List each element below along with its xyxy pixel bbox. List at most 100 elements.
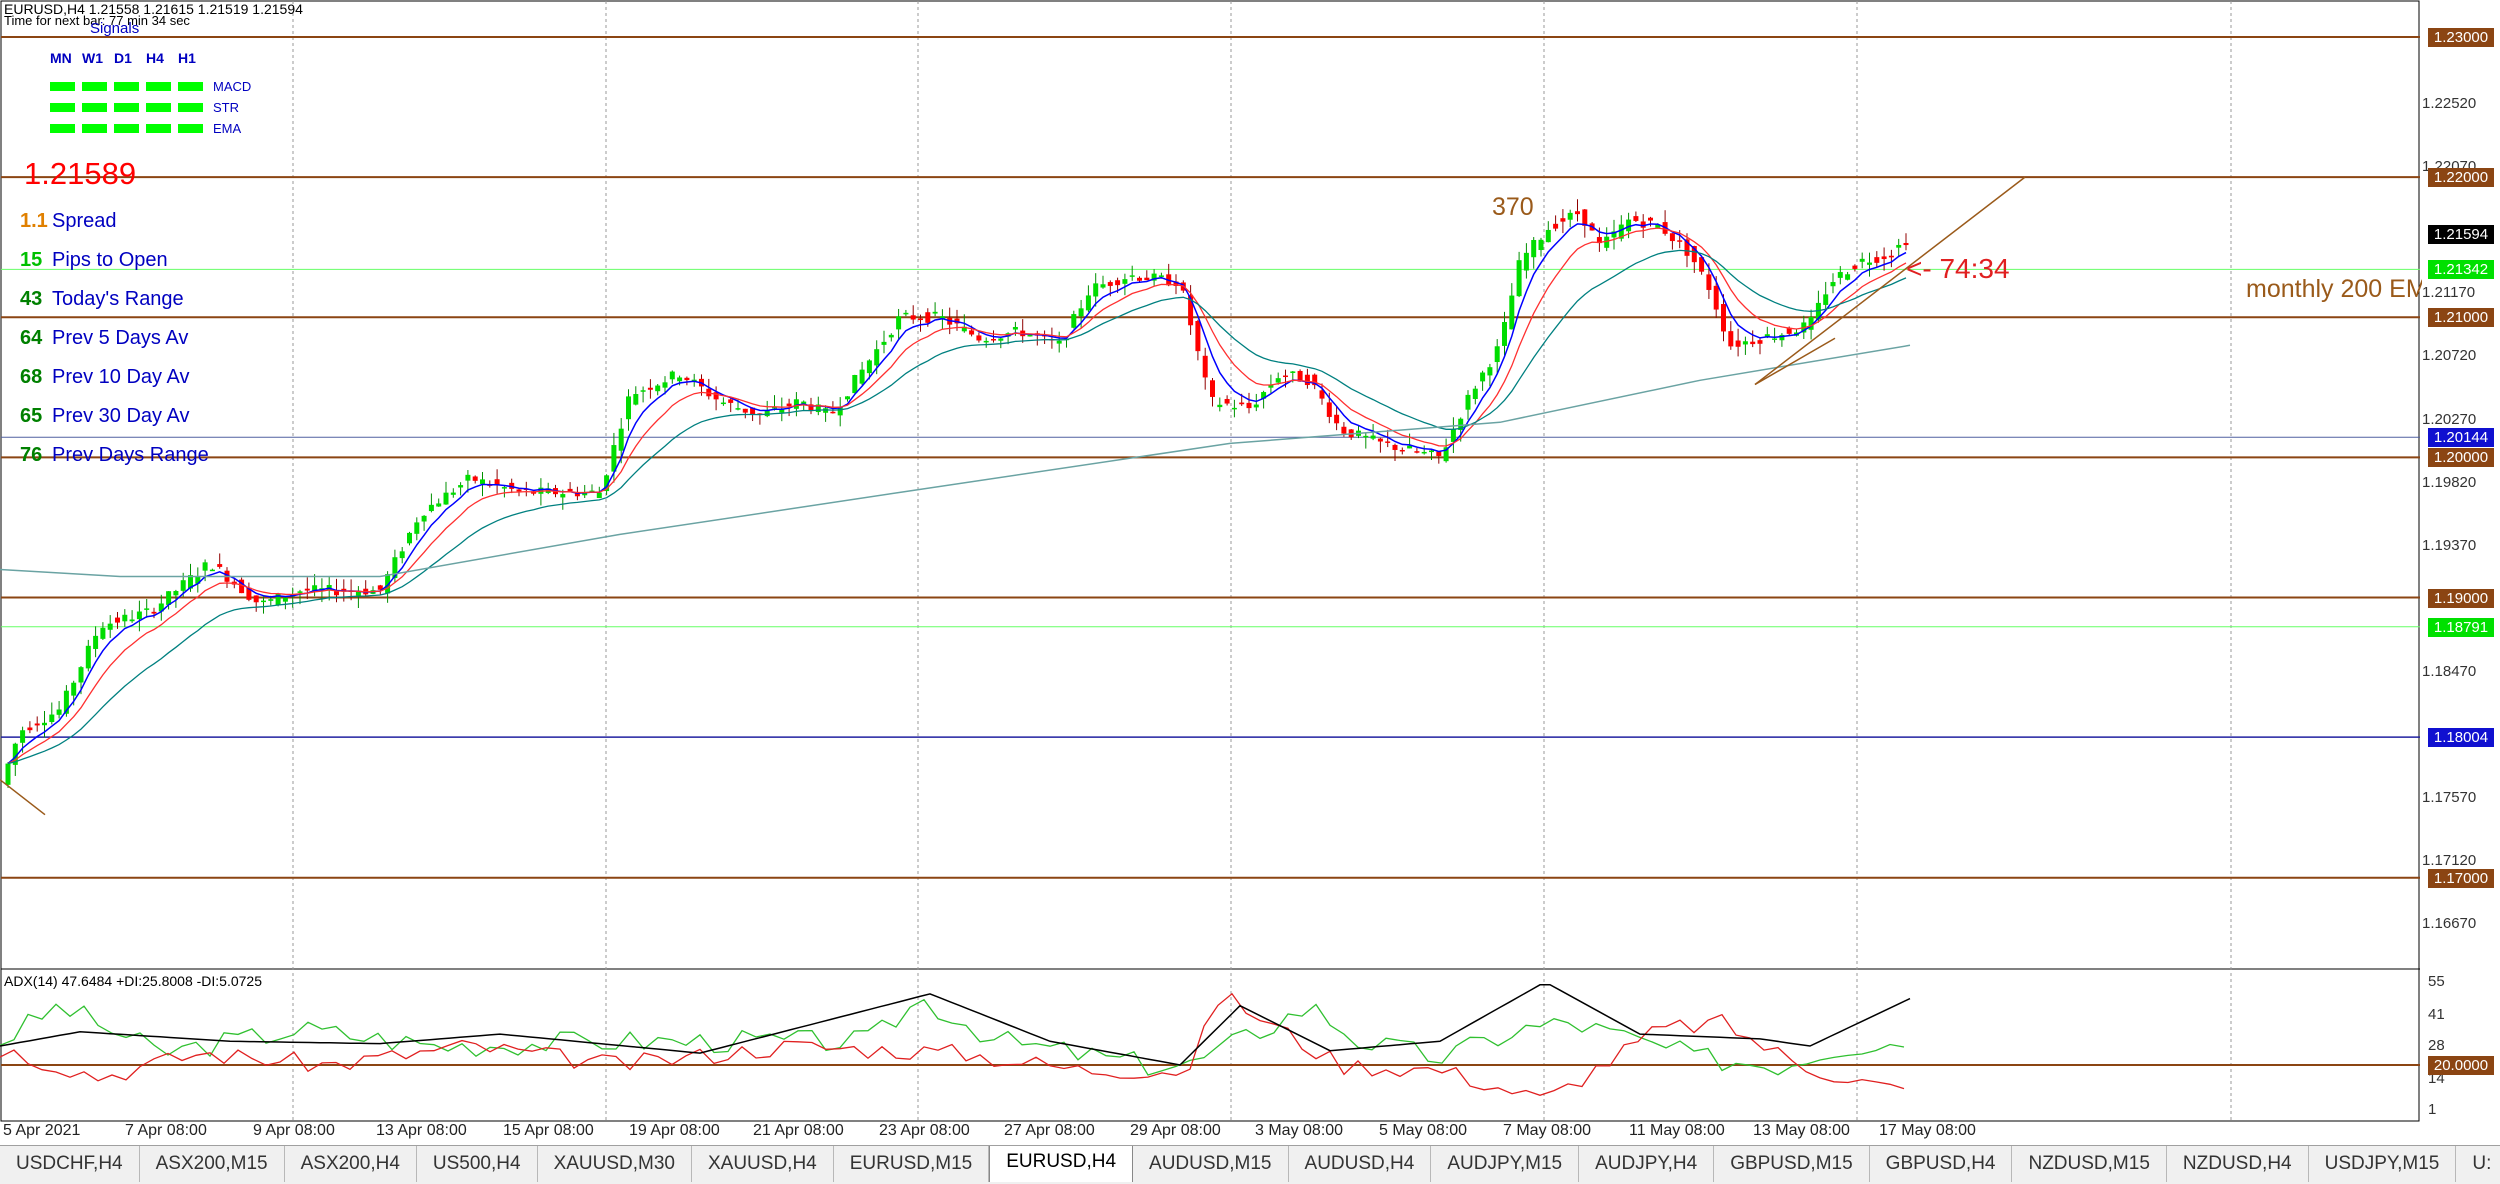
candle-body xyxy=(1012,326,1018,330)
adx-minus-di-line xyxy=(0,992,1905,1096)
chart-tab[interactable]: USDJPY,M15 xyxy=(2309,1146,2457,1182)
candle-body xyxy=(1830,282,1836,287)
candle-body xyxy=(1502,322,1507,346)
candle-body xyxy=(881,341,887,345)
chart-tab[interactable]: AUDUSD,M15 xyxy=(1133,1146,1289,1182)
candle-body xyxy=(647,387,653,390)
chart-title: EURUSD,H4 1.21558 1.21615 1.21519 1.2159… xyxy=(4,1,303,17)
candle-body xyxy=(1137,277,1142,281)
chart-area[interactable]: EURUSD,H4 1.21558 1.21615 1.21519 1.2159… xyxy=(0,0,2500,1145)
chart-tab[interactable]: EURUSD,M15 xyxy=(834,1146,990,1182)
candle-body xyxy=(567,488,573,492)
candle-body xyxy=(1655,224,1661,228)
chart-tab[interactable]: ASX200,M15 xyxy=(140,1146,285,1182)
candle-body xyxy=(1516,260,1522,297)
chart-tab[interactable]: XAUUSD,M30 xyxy=(538,1146,692,1182)
candle-body xyxy=(1706,274,1712,290)
chart-tab[interactable]: GBPUSD,H4 xyxy=(1870,1146,2013,1182)
candle-body xyxy=(574,492,580,497)
candle-body xyxy=(961,326,967,332)
candle-body xyxy=(436,503,442,507)
candle-body xyxy=(253,595,259,603)
signal-col-h1: H1 xyxy=(178,50,196,66)
info-label: Prev 5 Days Av xyxy=(52,327,189,349)
candle-body xyxy=(385,574,391,594)
candle-body xyxy=(1363,435,1369,438)
candle-body xyxy=(334,591,339,596)
chart-tab[interactable]: GBPUSD,M15 xyxy=(1714,1146,1870,1182)
price-tick: 1.17120 xyxy=(2422,851,2477,869)
chart-tab-bar: USDCHF,H4 ASX200,M15 ASX200,H4 US500,H4 XAUU… xyxy=(0,1145,2500,1184)
candle-body xyxy=(1377,438,1383,442)
current-price-big: 1.21589 xyxy=(24,156,137,191)
chart-tab[interactable]: U: xyxy=(2456,1146,2500,1182)
signal-cell xyxy=(146,103,171,112)
signal-cell xyxy=(82,103,107,112)
time-label: 27 Apr 08:00 xyxy=(1004,1122,1095,1139)
signal-cell xyxy=(114,103,139,112)
chart-tab[interactable]: EURUSD,H4 xyxy=(989,1146,1134,1182)
candle-body xyxy=(1443,447,1449,462)
adx-main-line xyxy=(0,983,1911,1066)
candle-body xyxy=(1297,370,1303,382)
candle-body xyxy=(1231,407,1237,410)
candle-body xyxy=(180,580,186,591)
chart-tab[interactable]: AUDUSD,H4 xyxy=(1289,1146,1432,1182)
signal-cell xyxy=(146,124,171,133)
candle-body xyxy=(494,479,500,485)
price-tag-green: 1.18791 xyxy=(2428,617,2494,637)
chart-tab[interactable]: AUDJPY,M15 xyxy=(1431,1146,1580,1182)
chart-tab[interactable]: NZDUSD,H4 xyxy=(2167,1146,2309,1182)
candle-body xyxy=(735,408,741,410)
candle-body xyxy=(12,743,18,765)
candle-body xyxy=(239,579,245,594)
time-label: 13 Apr 08:00 xyxy=(376,1122,467,1139)
chart-tab[interactable]: NZDUSD,M15 xyxy=(2012,1146,2167,1182)
price-tag-level: 1.17000 xyxy=(2428,868,2494,888)
candle-body xyxy=(1823,294,1829,305)
trend-line xyxy=(0,779,46,816)
signal-cell xyxy=(114,82,139,91)
candle-body xyxy=(1808,317,1814,330)
candle-body xyxy=(874,349,880,366)
candle-body xyxy=(786,403,792,407)
info-label: Spread xyxy=(52,210,117,232)
chart-tab[interactable]: US500,H4 xyxy=(417,1146,538,1182)
adx-scale-tick: 55 xyxy=(2428,973,2445,990)
info-value: 43 xyxy=(20,288,43,310)
chart-tab[interactable]: XAUUSD,H4 xyxy=(692,1146,834,1182)
candle-body xyxy=(20,730,26,743)
chart-tab[interactable]: ASX200,H4 xyxy=(285,1146,417,1182)
candle-body xyxy=(443,492,449,505)
candle-body xyxy=(1750,341,1756,345)
candle-body xyxy=(859,369,865,384)
time-label: 7 Apr 08:00 xyxy=(125,1122,207,1139)
time-label: 11 May 08:00 xyxy=(1629,1122,1725,1139)
candle-body xyxy=(1633,216,1639,221)
adx-scale-tick: 1 xyxy=(2428,1101,2437,1118)
candle-body xyxy=(246,587,252,600)
info-value: 64 xyxy=(20,327,43,349)
candle-body xyxy=(268,599,274,601)
ema-fast-line xyxy=(7,223,1907,765)
candle-body xyxy=(801,401,807,405)
price-tick: 1.20720 xyxy=(2422,347,2477,365)
candle-body xyxy=(779,408,785,413)
time-label: 13 May 08:00 xyxy=(1753,1122,1850,1139)
adx-title: ADX(14) 47.6484 +DI:25.8008 -DI:5.0725 xyxy=(4,973,263,989)
chart-tab[interactable]: USDCHF,H4 xyxy=(0,1146,140,1182)
candle-body xyxy=(275,593,281,606)
price-tag-blue: 1.18004 xyxy=(2428,728,2494,748)
candle-body xyxy=(1757,340,1763,344)
candle-body xyxy=(297,591,303,593)
candle-body xyxy=(1071,314,1077,328)
price-chart[interactable] xyxy=(0,0,2500,1145)
candle-body xyxy=(910,315,916,320)
candle-body xyxy=(1567,212,1573,220)
candle-body xyxy=(728,399,734,403)
candle-body xyxy=(209,569,215,572)
price-tick: 1.17570 xyxy=(2422,788,2477,806)
chart-tab[interactable]: AUDJPY,H4 xyxy=(1579,1146,1715,1182)
candle-body xyxy=(1385,441,1391,443)
candle-body xyxy=(100,627,106,639)
